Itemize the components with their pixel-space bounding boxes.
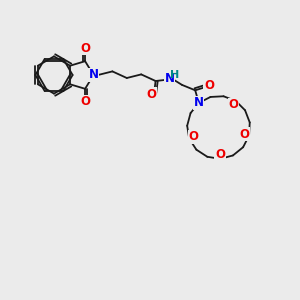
Text: O: O xyxy=(228,98,238,112)
Text: N: N xyxy=(194,96,204,110)
Text: O: O xyxy=(239,128,249,141)
Text: N: N xyxy=(88,68,98,82)
Text: O: O xyxy=(204,79,214,92)
Text: O: O xyxy=(80,95,90,108)
Text: O: O xyxy=(215,148,225,160)
Text: H: H xyxy=(169,70,179,80)
Text: O: O xyxy=(147,88,157,101)
Text: O: O xyxy=(80,42,90,55)
Text: N: N xyxy=(164,72,174,86)
Text: O: O xyxy=(189,130,199,143)
